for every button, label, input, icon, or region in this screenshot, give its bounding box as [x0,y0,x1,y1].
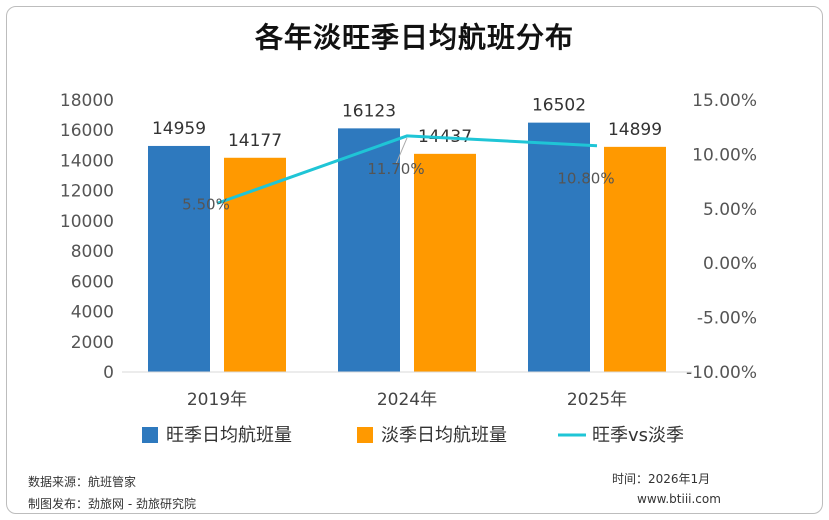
left-y-axis: 0 2000 4000 6000 8000 10000 12000 14000 16000 180… [60,91,114,383]
bar-peak-0 [148,145,210,372]
y-tick-label: 2000 [71,333,114,353]
bar-off-0 [224,157,286,372]
y2-tick-label: -5.00% [697,309,757,329]
x-tick-label: 2019年 [187,390,247,410]
y2-tick-label: 15.00% [692,91,757,111]
footer-source: 数据来源：航班管家 [28,475,137,489]
chart-title: 各年淡旺季日均航班分布 [254,21,574,54]
y2-tick-label: 5.00% [703,200,757,220]
y-tick-label: 4000 [71,303,114,323]
y2-tick-label: 0.00% [703,254,757,274]
y-tick-label: 14000 [60,151,114,171]
bar-value-label: 14899 [608,120,662,140]
line-series: 5.50% 11.70% 10.80% [182,134,615,213]
x-tick-label: 2025年 [567,390,627,410]
legend-label: 旺季vs淡季 [592,425,684,446]
line-value-label: 10.80% [557,170,614,188]
legend-label: 旺季日均航班量 [166,425,292,446]
x-axis: 2019年 2024年 2025年 [122,371,692,410]
y2-tick-label: -10.00% [686,363,757,383]
y2-tick-label: 10.00% [692,145,757,165]
y-tick-label: 0 [103,363,114,383]
footer-site: www.btiii.com [637,492,721,506]
bar-peak-1 [338,128,400,372]
bar-value-label: 16123 [342,101,396,121]
bar-value-label: 16502 [532,96,586,116]
bar-value-label: 14959 [152,119,206,139]
line-value-label: 5.50% [182,195,230,213]
y-tick-label: 16000 [60,121,114,141]
y-tick-label: 6000 [71,272,114,292]
bar-off-2 [604,146,666,372]
bar-off-1 [414,153,476,372]
right-y-axis: -10.00% -5.00% 0.00% 5.00% 10.00% 15.00% [686,91,757,383]
bar-value-label: 14177 [228,131,282,151]
line-value-label: 11.70% [367,160,424,178]
y-tick-label: 8000 [71,242,114,262]
y-tick-label: 18000 [60,91,114,111]
footer-time: 时间：2026年1月 [612,472,711,486]
label-leader-line [395,137,408,165]
y-tick-label: 12000 [60,182,114,202]
legend-swatch [142,427,158,443]
x-tick-label: 2024年 [377,390,437,410]
legend-swatch [357,427,373,443]
line-path [216,134,598,205]
legend: 旺季日均航班量 淡季日均航班量 旺季vs淡季 [142,425,684,446]
y-tick-label: 10000 [60,212,114,232]
footer-publisher: 制图发布：劲旅网 - 劲旅研究院 [28,497,196,511]
bar-peak-2 [528,122,590,372]
legend-label: 淡季日均航班量 [381,425,507,446]
